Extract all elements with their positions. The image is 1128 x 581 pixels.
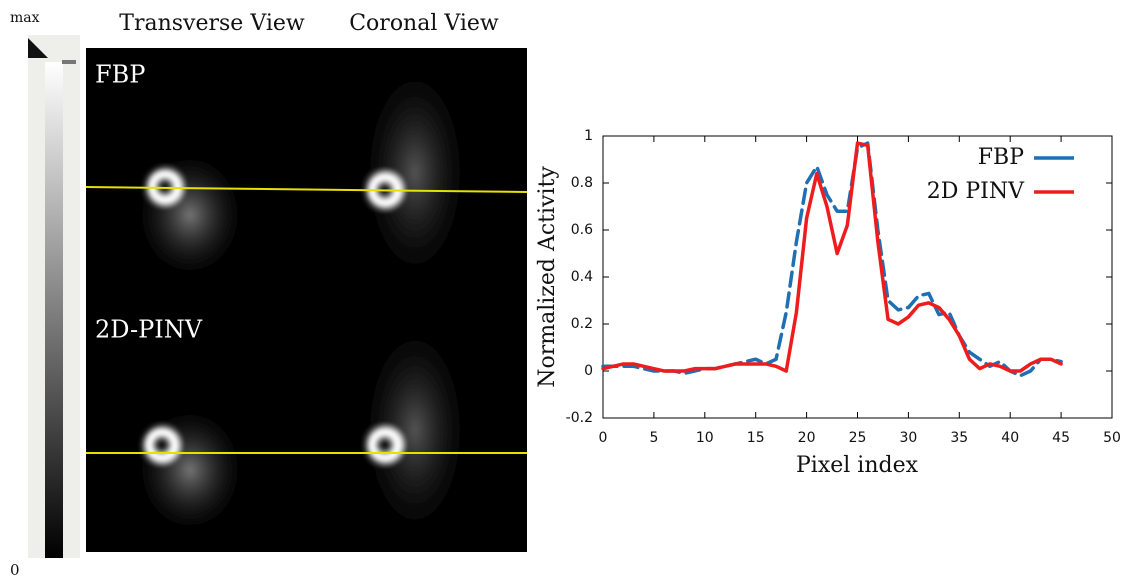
x-tick-label: 50 [1103,430,1121,446]
colorbar-marker [62,60,76,64]
series-line [601,141,1063,373]
legend-label: 2D PINV [927,179,1025,204]
row-label: 2D-PINV [95,316,203,344]
y-tick-label: 0 [584,363,593,379]
colorbar-marker [28,38,48,58]
series-line [601,141,1063,378]
colorbar [45,62,63,558]
y-tick-label: 1 [584,128,593,144]
image-content [130,50,475,550]
legend-label: FBP [978,145,1024,170]
x-tick-label: 0 [599,430,608,446]
x-tick-label: 30 [899,430,917,446]
y-tick-label: 0.2 [571,316,593,332]
y-tick-label: 0.6 [571,222,593,238]
x-tick-label: 5 [649,430,658,446]
plot-frame [602,135,1113,419]
y-tick-label: 0.4 [571,269,593,285]
x-axis-label: Pixel index [796,453,919,478]
x-tick-label: 15 [747,430,765,446]
colorbar-max: max [10,10,40,26]
row-label: FBP [95,61,145,89]
y-axis-label: Normalized Activity [535,166,560,388]
y-tick-label: 0.8 [571,175,593,191]
x-tick-label: 45 [1052,430,1070,446]
column-label: Coronal View [349,11,499,36]
x-tick-label: 25 [849,430,867,446]
column-label: Transverse View [119,11,305,36]
x-tick-label: 10 [696,430,714,446]
profile-line [85,186,528,193]
x-tick-label: 40 [1001,430,1019,446]
x-tick-label: 35 [950,430,968,446]
colorbar-min: 0 [10,561,20,579]
y-tick-label: -0.2 [566,410,593,426]
x-tick-label: 20 [798,430,816,446]
